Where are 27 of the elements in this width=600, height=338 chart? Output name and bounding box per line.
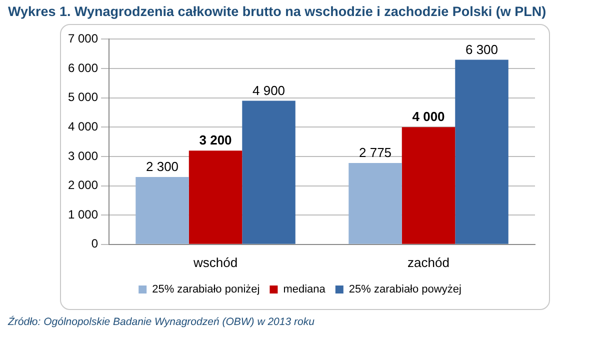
bar	[136, 176, 189, 244]
x-tick-label: zachód	[408, 254, 450, 270]
bar	[402, 127, 456, 244]
y-tick-label: 3 000	[68, 148, 98, 163]
y-tick-label: 6 000	[68, 60, 98, 75]
data-label: 2 300	[146, 159, 179, 174]
bar	[348, 163, 402, 244]
y-tick-label: 7 000	[68, 32, 98, 46]
text: Źródło: Ogólnopolskie Badanie Wynagrodzeń (OBW) w 2013 roku	[8, 316, 314, 328]
legend-label: 25% zarabiało poniżej	[152, 284, 260, 296]
data-label: 6 300	[465, 42, 498, 57]
chart-title: Wykres 1. Wynagrodzenia całkowite brutto na wschodzie i zachodzie Polski (w PLN)	[8, 4, 546, 19]
data-label: 4 900	[252, 82, 286, 98]
bar	[455, 60, 508, 244]
data-label: 3 200	[199, 132, 232, 148]
x-tick-label: wschód	[192, 254, 238, 270]
bar	[242, 100, 296, 244]
y-tick-label: 1 000	[68, 207, 98, 222]
data-label: 4 000	[412, 109, 445, 124]
legend-label: 25% zarabiało powyżej	[348, 284, 462, 296]
legend-label: mediana	[283, 284, 326, 296]
y-tick-label: 0	[91, 236, 98, 251]
bar	[188, 150, 242, 244]
y-tick-label: 4 000	[68, 119, 98, 134]
y-tick-label: 2 000	[68, 178, 98, 192]
y-tick-label: 5 000	[68, 90, 98, 104]
data-label: 2 775	[358, 145, 392, 160]
